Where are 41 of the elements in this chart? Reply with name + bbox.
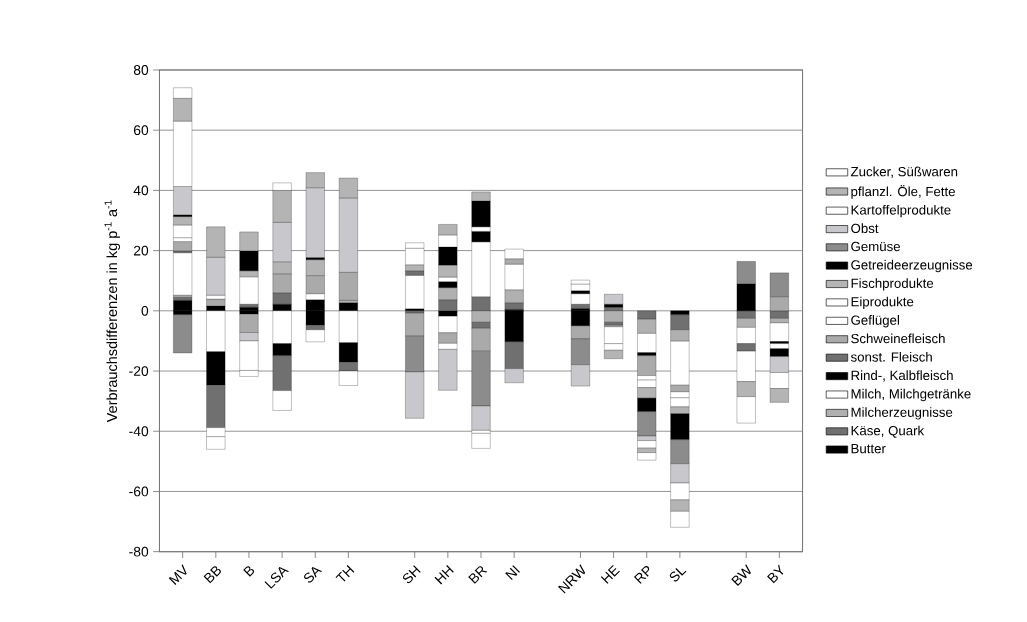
y-tick-label: 60	[133, 125, 149, 135]
x-tick-label: SH	[402, 565, 421, 584]
legend-label: sonst. Fleisch	[850, 351, 932, 362]
x-tick-label: B	[243, 566, 255, 577]
y-tick-label: 80	[133, 64, 149, 75]
x-tick-label: HE	[600, 564, 620, 584]
legend-label: pflanzl. Öle, Fette	[851, 184, 955, 199]
legend-label: Rind-, Kalbfleisch	[851, 370, 953, 382]
legend-label: Eiprodukte	[851, 296, 914, 309]
x-tick-label: BR	[468, 565, 488, 584]
x-tick-label: BB	[203, 566, 221, 584]
x-tick-label: SL	[669, 567, 687, 582]
legend-label: Getreideerzeugnisse	[851, 259, 973, 273]
legend-label: Obst	[851, 223, 879, 233]
legend-label: Milcherzeugnisse	[851, 407, 953, 420]
x-tick-label: BY	[767, 564, 784, 584]
x-tick-label: HH	[434, 564, 454, 585]
legend-label: Zucker, Süßwaren	[850, 166, 958, 178]
x-tick-label: LSA	[264, 566, 289, 589]
y-tick-label: 0	[141, 305, 149, 316]
y-tick-label: 40	[133, 185, 149, 196]
y-tick-label: -20	[129, 366, 149, 376]
x-tick-label: BW	[731, 564, 751, 586]
y-tick-label: -60	[129, 486, 149, 497]
y-tick-label: -80	[129, 546, 149, 557]
y-axis-title: Verbrauchsdifferenzen in kg p$^{-1}$ a$^{-1}$	[104, 200, 120, 423]
legend-label: Gemüse	[851, 241, 900, 252]
x-tick-label: NI	[505, 565, 520, 580]
legend-label: Kartoffelprodukte	[851, 204, 951, 218]
y-tick-label: -40	[129, 426, 149, 437]
y-tick-label: 20	[133, 245, 149, 256]
x-tick-label: TH	[335, 564, 355, 582]
legend-label: Käse, Quark	[851, 425, 925, 438]
legend-label: Schweinefleisch	[851, 333, 945, 344]
x-tick-label: SA	[304, 566, 323, 583]
x-tick-label: RP	[633, 565, 650, 584]
legend-label: Geflügel	[851, 314, 899, 328]
legend-label: Butter	[851, 443, 886, 454]
legend-label: Milch, Milchgetränke	[851, 388, 971, 401]
legend-label: Fischprodukte	[851, 278, 934, 291]
x-tick-label: MV	[168, 564, 187, 585]
